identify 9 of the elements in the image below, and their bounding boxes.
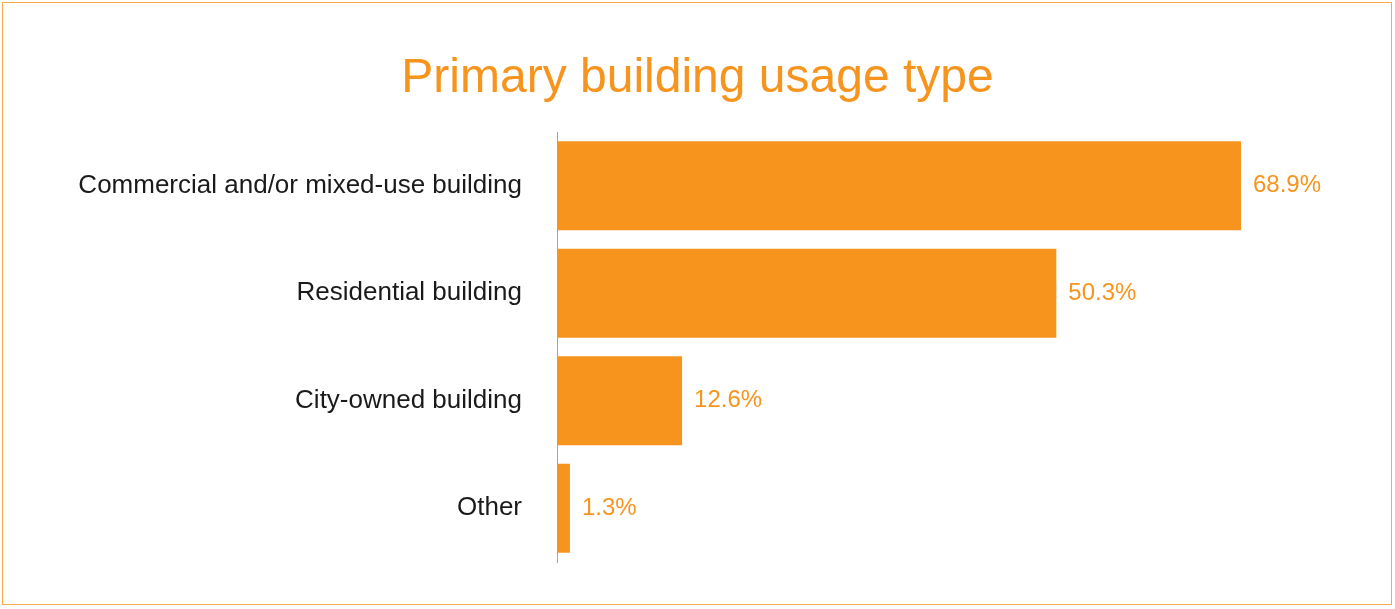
data-label: 68.9%	[1253, 170, 1322, 198]
chart-title: Primary building usage type	[401, 48, 994, 104]
y-tick-label: Residential building	[296, 276, 522, 307]
data-label: 50.3%	[1068, 277, 1137, 305]
y-tick-label: Other	[456, 491, 523, 522]
y-tick-label: City-owned building	[295, 383, 522, 414]
data-label: 1.3%	[581, 492, 637, 520]
y-tick-label: Commercial and/or mixed-use building	[78, 168, 522, 199]
data-label: 12.6%	[694, 385, 763, 413]
